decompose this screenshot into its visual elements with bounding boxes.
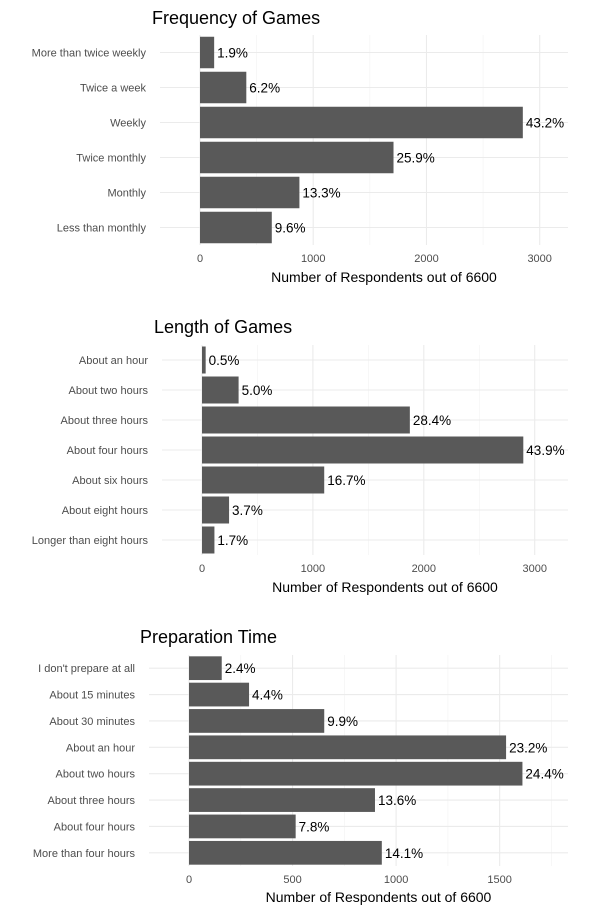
chart-title: Length of Games: [154, 317, 292, 337]
chart-title: Frequency of Games: [152, 8, 320, 28]
bar: [202, 466, 325, 494]
bar: [189, 682, 250, 707]
category-label: More than twice weekly: [32, 48, 147, 60]
bar: [189, 814, 296, 839]
bar: [200, 176, 300, 209]
category-label: About 15 minutes: [49, 690, 135, 702]
category-label: About six hours: [72, 475, 148, 487]
data-label: 13.6%: [378, 793, 416, 808]
category-label: About three hours: [48, 795, 136, 807]
data-label: 0.5%: [209, 353, 240, 368]
x-tick-label: 1000: [384, 874, 408, 886]
bar: [189, 840, 382, 865]
data-label: 1.9%: [217, 46, 248, 61]
bar: [202, 496, 230, 524]
category-label: About an hour: [79, 355, 148, 367]
bar: [200, 141, 394, 174]
chart-preparation-time: Preparation Time Number of Respondents o…: [33, 627, 568, 905]
category-label: About eight hours: [62, 505, 149, 517]
category-label: Longer than eight hours: [32, 535, 149, 547]
x-tick-label: 1500: [487, 874, 511, 886]
category-label: About two hours: [56, 769, 136, 781]
category-label: About three hours: [61, 415, 149, 427]
bar: [202, 406, 410, 434]
category-label: Less than monthly: [57, 223, 147, 235]
x-tick-label: 500: [283, 874, 301, 886]
x-tick-label: 0: [197, 253, 203, 265]
x-tick-label: 3000: [527, 253, 551, 265]
x-axis-title: Number of Respondents out of 6600: [272, 579, 498, 595]
category-label: Twice a week: [80, 83, 147, 95]
data-label: 7.8%: [299, 819, 330, 834]
category-label: Weekly: [110, 118, 146, 130]
bar: [200, 106, 523, 139]
bar: [200, 211, 272, 244]
data-label: 3.7%: [232, 503, 263, 518]
data-label: 43.2%: [526, 116, 564, 131]
data-label: 14.1%: [385, 846, 423, 861]
data-label: 25.9%: [397, 151, 435, 166]
data-label: 13.3%: [302, 186, 340, 201]
data-label: 28.4%: [413, 413, 451, 428]
x-tick-label: 3000: [522, 563, 546, 575]
data-label: 24.4%: [525, 767, 563, 782]
chart-title: Preparation Time: [140, 627, 277, 647]
bar: [202, 436, 524, 464]
data-label: 16.7%: [327, 473, 365, 488]
category-label: More than four hours: [33, 848, 136, 860]
category-label: I don't prepare at all: [38, 663, 135, 675]
x-tick-label: 2000: [412, 563, 436, 575]
category-label: Twice monthly: [76, 153, 146, 165]
data-label: 9.9%: [327, 714, 358, 729]
data-label: 43.9%: [526, 443, 564, 458]
data-label: 2.4%: [225, 661, 256, 676]
bar: [200, 71, 247, 104]
bar: [202, 346, 206, 374]
x-axis-title: Number of Respondents out of 6600: [271, 269, 497, 285]
x-tick-label: 2000: [414, 253, 438, 265]
bar: [200, 36, 215, 69]
data-label: 23.2%: [509, 740, 547, 755]
x-tick-label: 0: [186, 874, 192, 886]
category-label: About four hours: [67, 445, 149, 457]
bar: [189, 788, 375, 812]
x-axis-title: Number of Respondents out of 6600: [266, 889, 492, 905]
data-label: 6.2%: [249, 81, 280, 96]
data-label: 4.4%: [252, 688, 283, 703]
category-label: About four hours: [54, 821, 136, 833]
category-label: About two hours: [69, 385, 149, 397]
x-tick-label: 1000: [301, 563, 325, 575]
x-tick-label: 1000: [301, 253, 325, 265]
data-label: 9.6%: [275, 221, 306, 236]
data-label: 5.0%: [242, 383, 273, 398]
bar: [202, 526, 215, 554]
category-label: Monthly: [107, 188, 146, 200]
chart-length-of-games: Length of Games Number of Respondents ou…: [32, 317, 568, 595]
bar: [189, 761, 523, 786]
category-label: About an hour: [66, 742, 135, 754]
bar: [189, 656, 222, 681]
bar: [189, 709, 325, 733]
category-label: About 30 minutes: [49, 716, 135, 728]
bar: [189, 735, 507, 760]
x-tick-label: 0: [199, 563, 205, 575]
bar: [202, 376, 239, 404]
data-label: 1.7%: [217, 533, 248, 548]
chart-frequency-of-games: Frequency of Games Number of Respondents…: [32, 8, 568, 285]
